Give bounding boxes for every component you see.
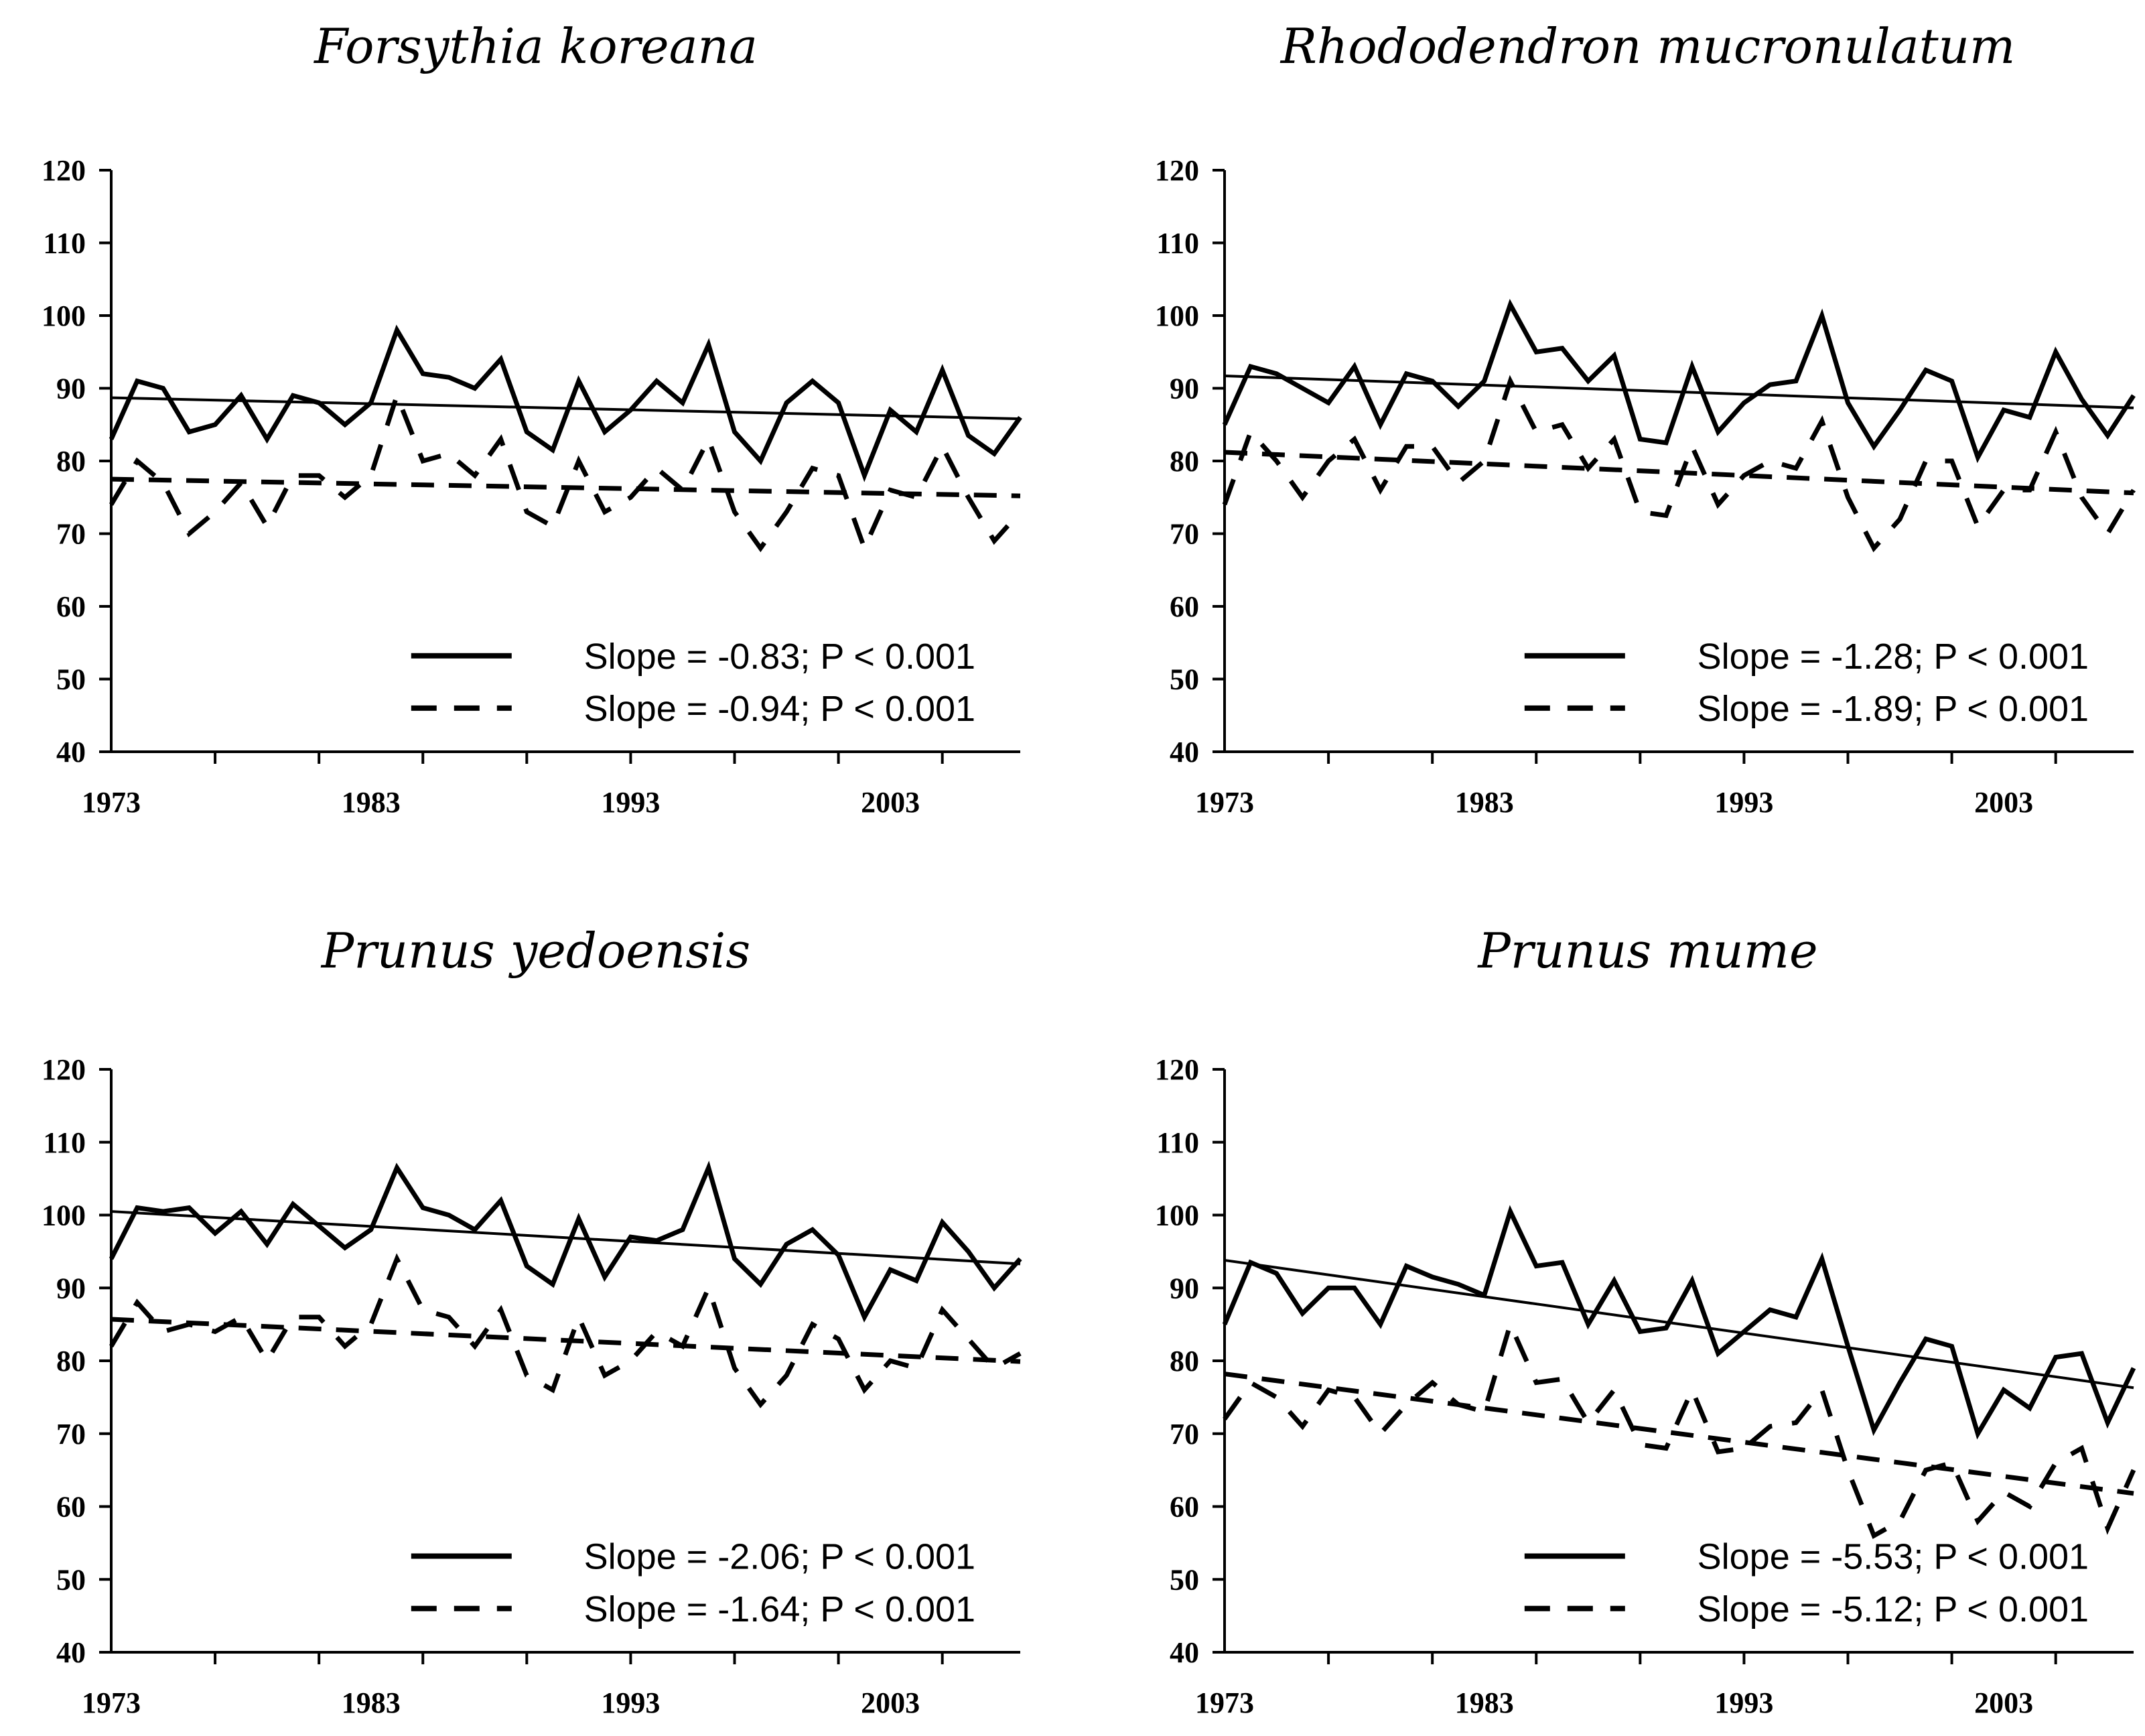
y-tick-label: 70	[1170, 518, 1199, 551]
chart-title: Rhododendron mucronulatum	[1279, 18, 2016, 74]
chart-title: Prunus yedoensis	[320, 923, 750, 979]
y-tick-label: 120	[1155, 154, 1199, 187]
y-tick-label: 50	[56, 663, 86, 696]
y-tick-label: 50	[1170, 1563, 1199, 1596]
y-tick-label: 70	[1170, 1418, 1199, 1451]
legend-label: Slope = -5.53; P < 0.001	[1698, 1536, 2089, 1577]
trend-line-dashed	[111, 1319, 1020, 1361]
x-tick-label: 1993	[601, 1686, 660, 1719]
legend-label: Slope = -1.64; P < 0.001	[584, 1589, 975, 1629]
y-tick-label: 60	[1170, 1491, 1199, 1524]
y-tick-label: 120	[42, 1053, 86, 1086]
x-tick-label: 2003	[861, 1686, 920, 1719]
x-tick-label: 1993	[601, 786, 660, 819]
chart-panel-3: Prunus yedoensis 40 50 60 70 80 90 100 110 120 197…	[42, 923, 1020, 1719]
x-tick-label: 2003	[1974, 786, 2033, 819]
series-line-solid	[111, 1168, 1020, 1317]
series-line-solid	[1225, 1211, 2134, 1434]
figure-canvas: Forsythia koreana 40 50 60 70 80 90 100 110 120 19…	[0, 0, 2145, 1736]
legend-label: Slope = -1.28; P < 0.001	[1698, 637, 2089, 677]
series-line-solid	[1225, 305, 2134, 458]
x-tick-label: 1973	[82, 786, 141, 819]
chart-title: Prunus mume	[1476, 923, 1817, 979]
y-tick-label: 90	[1170, 1272, 1199, 1305]
legend-label: Slope = -0.83; P < 0.001	[584, 637, 975, 677]
y-tick-label: 100	[1155, 1199, 1199, 1232]
chart-panel-4: Prunus mume 40 50 60 70 80 90 100 110 120 1973 1983…	[1155, 923, 2134, 1719]
y-tick-label: 80	[1170, 1345, 1199, 1378]
y-tick-label: 100	[1155, 299, 1199, 332]
chart-panel-1: Forsythia koreana 40 50 60 70 80 90 100 110 120 19…	[42, 18, 1020, 819]
y-tick-label: 40	[56, 1636, 86, 1669]
y-tick-label: 100	[42, 299, 86, 332]
x-tick-label: 1983	[342, 1686, 401, 1719]
legend-label: Slope = -1.89; P < 0.001	[1698, 689, 2089, 729]
series-line-solid	[111, 330, 1020, 476]
chart-title: Forsythia koreana	[313, 18, 758, 74]
y-tick-label: 40	[56, 736, 86, 769]
y-tick-label: 60	[56, 1491, 86, 1524]
x-tick-label: 1973	[1195, 786, 1254, 819]
x-tick-label: 1993	[1714, 1686, 1773, 1719]
y-tick-label: 60	[1170, 590, 1199, 623]
x-tick-label: 1983	[342, 786, 401, 819]
x-tick-label: 1973	[1195, 1686, 1254, 1719]
y-tick-label: 40	[1170, 1636, 1199, 1669]
y-tick-label: 90	[56, 1272, 86, 1305]
y-tick-label: 110	[1156, 1126, 1199, 1159]
legend-label: Slope = -2.06; P < 0.001	[584, 1536, 975, 1577]
x-tick-label: 1983	[1455, 1686, 1514, 1719]
series-line-dashed	[1225, 1325, 2134, 1536]
y-tick-label: 110	[1156, 227, 1199, 260]
x-tick-label: 1993	[1714, 786, 1773, 819]
y-tick-label: 70	[56, 518, 86, 551]
y-tick-label: 100	[42, 1199, 86, 1232]
trend-line-solid	[1225, 1260, 2134, 1388]
chart-panel-2: Rhododendron mucronulatum 40 50 60 70 80 90 100…	[1155, 18, 2134, 819]
x-tick-label: 2003	[861, 786, 920, 819]
y-tick-label: 60	[56, 590, 86, 623]
x-tick-label: 2003	[1974, 1686, 2033, 1719]
y-tick-label: 80	[1170, 445, 1199, 478]
y-tick-label: 50	[56, 1563, 86, 1596]
y-tick-label: 40	[1170, 736, 1199, 769]
y-tick-label: 50	[1170, 663, 1199, 696]
y-tick-label: 80	[56, 445, 86, 478]
legend-label: Slope = -0.94; P < 0.001	[584, 689, 975, 729]
x-tick-label: 1983	[1455, 786, 1514, 819]
y-tick-label: 120	[1155, 1053, 1199, 1086]
y-tick-label: 120	[42, 154, 86, 187]
y-tick-label: 90	[1170, 373, 1199, 405]
y-tick-label: 70	[56, 1418, 86, 1451]
y-tick-label: 80	[56, 1345, 86, 1378]
x-tick-label: 1973	[82, 1686, 141, 1719]
y-tick-label: 90	[56, 373, 86, 405]
trend-line-dashed	[1225, 1374, 2134, 1493]
legend-label: Slope = -5.12; P < 0.001	[1698, 1589, 2089, 1629]
y-tick-label: 110	[43, 227, 86, 260]
y-tick-label: 110	[43, 1126, 86, 1159]
